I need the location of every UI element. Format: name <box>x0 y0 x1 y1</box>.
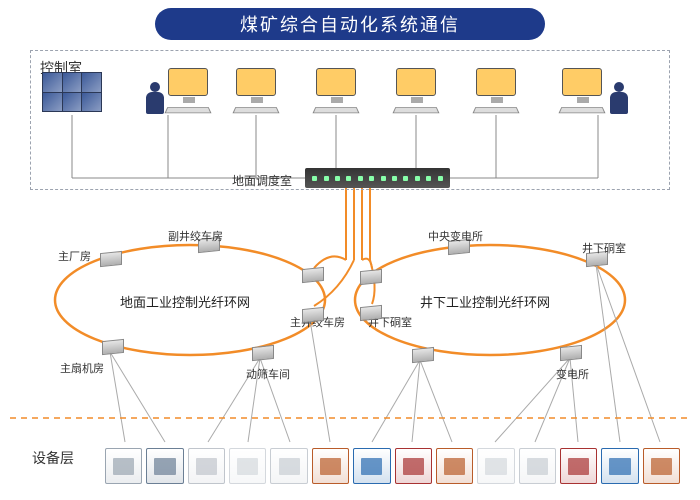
left-ring-node-4-label: 动筛车间 <box>246 366 290 382</box>
equipment-12-icon <box>601 448 638 484</box>
core-switch-icon <box>305 168 450 188</box>
workstation-6-icon <box>556 68 608 116</box>
left-ring-node-0 <box>100 251 122 267</box>
diagram-title: 煤矿综合自动化系统通信 <box>155 8 545 40</box>
equipment-2-icon <box>188 448 225 484</box>
left-ring-node-2 <box>302 267 324 283</box>
right-ring-node-2-label: 中央变电所 <box>428 228 483 244</box>
equipment-9-icon <box>477 448 514 484</box>
equipment-11-icon <box>560 448 597 484</box>
equipment-layer-label: 设备层 <box>32 448 74 468</box>
right-ring-node-4-label: 变电所 <box>556 366 589 382</box>
right-ring-node-5 <box>412 347 434 363</box>
video-wall-icon <box>42 72 102 112</box>
equipment-5-icon <box>312 448 349 484</box>
equipment-1-icon <box>146 448 183 484</box>
workstation-2-icon <box>230 68 282 116</box>
operator-right-icon <box>604 82 634 118</box>
right-ring-node-1 <box>360 305 382 321</box>
equipment-13-icon <box>643 448 680 484</box>
equipment-3-icon <box>229 448 266 484</box>
workstation-1-icon <box>162 68 214 116</box>
equipment-4-icon <box>270 448 307 484</box>
left-ring-node-1-label: 副井绞车房 <box>168 228 223 244</box>
right-ring-node-3-label: 井下硐室 <box>582 240 626 256</box>
left-ring-node-5 <box>102 339 124 355</box>
right-ring-title: 井下工业控制光纤环网 <box>420 292 550 311</box>
left-ring-node-5-label: 主扇机房 <box>60 360 104 376</box>
equipment-6-icon <box>353 448 390 484</box>
equipment-8-icon <box>436 448 473 484</box>
equipment-0-icon <box>105 448 142 484</box>
right-ring-node-4 <box>560 345 582 361</box>
workstation-5-icon <box>470 68 522 116</box>
right-ring-node-0 <box>360 269 382 285</box>
left-ring-node-3 <box>302 307 324 323</box>
equipment-7-icon <box>395 448 432 484</box>
left-ring-node-4 <box>252 345 274 361</box>
workstation-3-icon <box>310 68 362 116</box>
dispatch-room-label: 地面调度室 <box>232 172 292 189</box>
left-ring-title: 地面工业控制光纤环网 <box>120 292 250 311</box>
workstation-4-icon <box>390 68 442 116</box>
equipment-row <box>105 442 680 484</box>
left-ring-node-0-label: 主厂房 <box>58 248 91 264</box>
equipment-10-icon <box>519 448 556 484</box>
